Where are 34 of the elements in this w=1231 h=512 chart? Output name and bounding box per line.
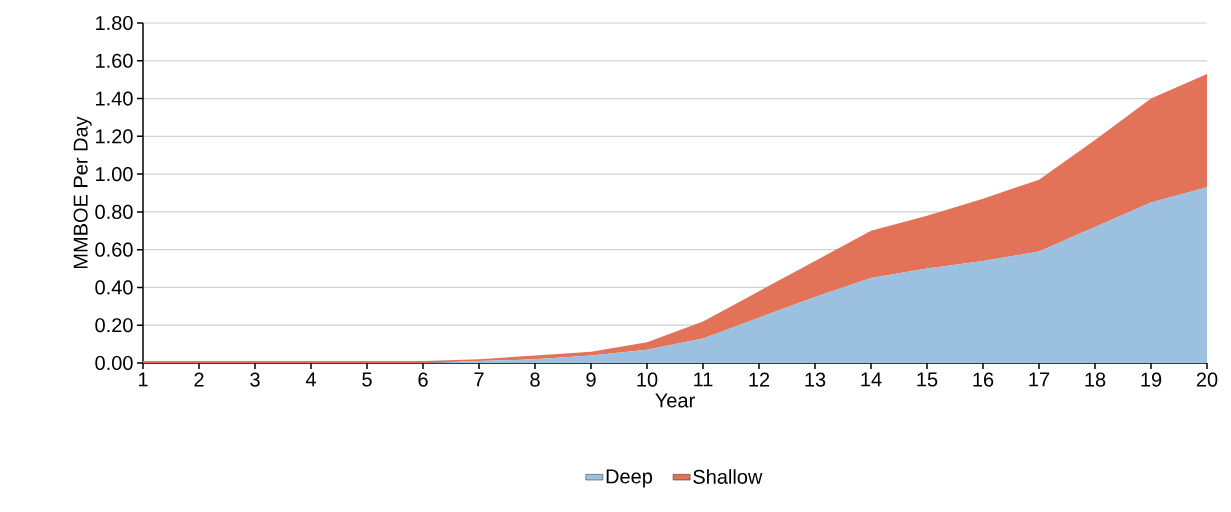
x-tick-label: 9 [586, 372, 596, 387]
x-tick-label: 18 [1085, 372, 1106, 387]
x-tick-label: 10 [637, 372, 658, 387]
legend-label: Shallow [693, 469, 763, 484]
y-tick-label: 1.40 [96, 91, 133, 106]
legend-label: Deep [606, 469, 653, 488]
y-tick-label: 0.40 [95, 280, 133, 295]
x-tick-label: 14 [861, 372, 882, 387]
x-tick-label: 20 [1196, 372, 1218, 387]
x-tick-label: 6 [418, 372, 428, 387]
y-tick-label: 1.60 [96, 53, 133, 68]
x-tick-label: 16 [973, 372, 994, 387]
x-tick-label: 1 [138, 372, 148, 387]
x-tick-label: 2 [194, 372, 204, 387]
x-tick-label: 15 [917, 372, 938, 387]
y-tick-label: 0.00 [95, 355, 133, 371]
y-tick-label: 1.80 [96, 15, 133, 31]
x-tick-label: 13 [805, 372, 826, 387]
x-tick-label: 8 [530, 372, 540, 387]
x-tick-label: 3 [250, 372, 260, 387]
y-tick-label: 1.00 [96, 167, 133, 182]
y-tick-label: 1.20 [96, 129, 133, 144]
y-tick-label: 0.60 [95, 242, 133, 257]
x-tick-label: 19 [1141, 372, 1162, 387]
x-axis-title: Year [655, 393, 695, 408]
y-axis-title: MMBOE Per Day [73, 116, 92, 269]
x-tick-label: 7 [474, 372, 484, 387]
x-tick-label: 12 [749, 372, 770, 387]
x-tick-label: 4 [305, 372, 316, 387]
x-tick-label: 5 [362, 372, 372, 387]
x-tick-label: 11 [694, 372, 713, 387]
x-tick-label: 17 [1029, 372, 1050, 387]
y-tick-label: 0.80 [95, 204, 133, 219]
y-tick-label: 0.20 [95, 318, 133, 333]
